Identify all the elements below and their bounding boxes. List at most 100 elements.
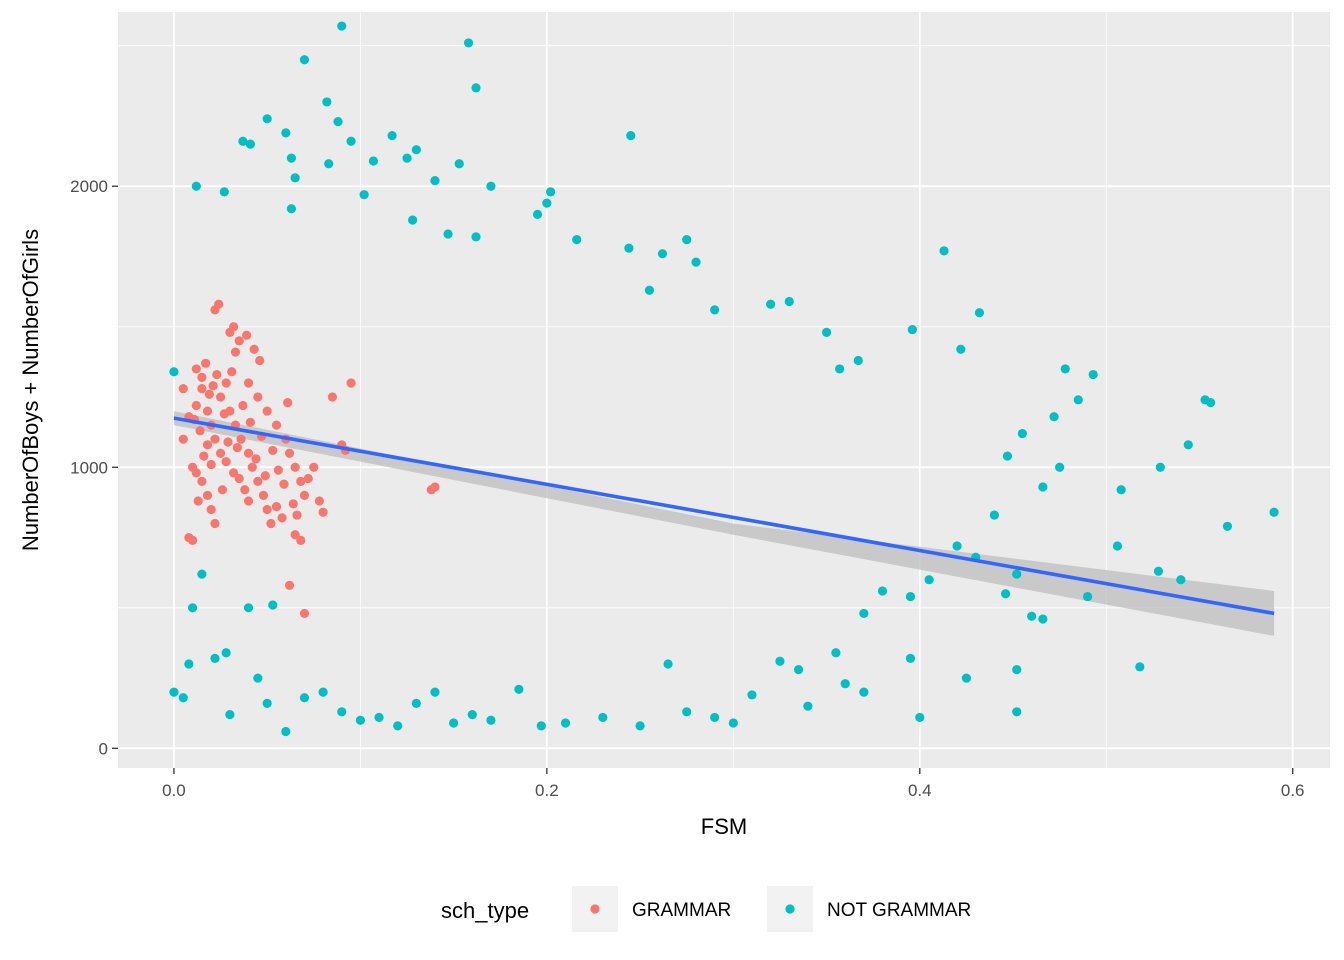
- grammar-point: [215, 448, 226, 458]
- grammar-point: [284, 580, 295, 590]
- not-grammar-point: [238, 136, 248, 146]
- not-grammar-point: [1012, 665, 1022, 675]
- grammar-point: [296, 476, 306, 486]
- plot-panel: [118, 12, 1330, 768]
- grammar-point: [346, 378, 356, 388]
- not-grammar-point: [454, 159, 464, 169]
- not-grammar-point: [572, 235, 582, 245]
- not-grammar-point: [1055, 462, 1065, 472]
- not-grammar-point: [430, 176, 440, 186]
- not-grammar-point: [1135, 662, 1145, 672]
- grammar-point: [191, 364, 201, 374]
- grammar-point: [271, 502, 282, 512]
- grammar-point: [187, 535, 198, 545]
- not-grammar-point: [644, 285, 655, 295]
- not-grammar-point: [840, 679, 850, 689]
- not-grammar-point: [449, 718, 459, 728]
- not-grammar-point: [191, 181, 201, 191]
- grammar-point: [277, 513, 287, 523]
- grammar-point: [217, 485, 228, 495]
- not-grammar-point: [1153, 566, 1164, 576]
- not-grammar-point: [1012, 569, 1022, 579]
- not-grammar-point: [536, 721, 546, 731]
- not-grammar-point: [710, 305, 720, 315]
- grammar-point: [249, 344, 259, 354]
- grammar-point: [255, 355, 265, 366]
- grammar-point: [242, 330, 252, 340]
- not-grammar-point: [907, 324, 917, 335]
- grammar-point: [230, 347, 241, 357]
- not-grammar-point: [402, 153, 412, 163]
- not-grammar-point: [243, 603, 254, 613]
- grammar-point: [202, 490, 213, 500]
- grammar-point: [212, 369, 222, 380]
- legend-label: NOT GRAMMAR: [827, 900, 971, 921]
- not-grammar-point: [663, 659, 673, 669]
- not-grammar-point: [635, 721, 645, 731]
- grammar-point: [251, 454, 261, 464]
- not-grammar-point: [187, 603, 198, 613]
- grammar-point: [243, 496, 254, 506]
- grammar-point: [260, 471, 270, 481]
- grammar-point: [206, 459, 216, 470]
- not-grammar-point: [393, 721, 403, 731]
- not-grammar-point: [532, 209, 543, 219]
- regression-line-layer: [173, 416, 1275, 616]
- grammar-point: [210, 434, 220, 444]
- not-grammar-point: [322, 97, 332, 107]
- not-grammar-point: [598, 712, 608, 723]
- not-grammar-point: [463, 38, 474, 48]
- not-grammar-point: [286, 204, 297, 214]
- x-tick-label: 0.0: [162, 781, 186, 800]
- not-grammar-point: [337, 707, 347, 717]
- not-grammar-point: [1088, 369, 1098, 380]
- y-tick-label: 0: [99, 739, 108, 758]
- legend-label: GRAMMAR: [632, 900, 731, 921]
- grammar-point: [292, 510, 302, 520]
- not-grammar-point: [443, 229, 453, 239]
- grammar-point: [273, 465, 283, 475]
- not-grammar-point: [905, 653, 916, 663]
- grammar-point: [197, 476, 207, 486]
- legend-key-dot: [590, 904, 600, 914]
- not-grammar-point: [197, 569, 207, 579]
- not-grammar-point: [905, 591, 916, 602]
- not-grammar-point: [359, 190, 369, 200]
- not-grammar-point: [877, 586, 888, 596]
- grammar-point: [210, 518, 220, 529]
- not-grammar-point: [169, 367, 179, 377]
- not-grammar-point: [974, 308, 985, 318]
- legend-entry: GRAMMAR: [572, 886, 731, 932]
- not-grammar-point: [430, 687, 440, 697]
- not-grammar-point: [408, 215, 418, 225]
- grammar-point: [199, 451, 209, 461]
- not-grammar-point: [1183, 440, 1193, 450]
- not-grammar-point: [859, 608, 869, 619]
- grammar-point: [197, 372, 207, 382]
- not-grammar-point: [281, 726, 291, 737]
- not-grammar-point: [961, 673, 972, 683]
- grammar-point: [299, 490, 310, 500]
- not-grammar-point: [728, 718, 738, 728]
- not-grammar-point: [1083, 591, 1093, 602]
- not-grammar-point: [221, 648, 231, 658]
- not-grammar-point: [657, 249, 668, 259]
- not-grammar-point: [939, 246, 949, 256]
- not-grammar-point: [1038, 482, 1048, 492]
- legend-title: sch_type: [441, 898, 529, 923]
- grammar-point: [215, 392, 226, 402]
- grammar-point: [236, 434, 246, 444]
- not-grammar-point: [467, 710, 477, 720]
- not-grammar-point: [355, 715, 365, 725]
- not-grammar-point: [346, 136, 356, 146]
- not-grammar-point: [542, 198, 552, 208]
- not-grammar-point: [821, 327, 832, 337]
- not-grammar-point: [514, 684, 524, 694]
- grammar-point: [296, 535, 306, 545]
- not-grammar-point: [956, 344, 966, 354]
- not-grammar-point: [1002, 451, 1013, 461]
- x-tick-label: 0.4: [908, 781, 932, 800]
- grammar-point: [243, 448, 254, 458]
- x-axis-title: FSM: [701, 814, 747, 839]
- grammar-point: [309, 462, 319, 472]
